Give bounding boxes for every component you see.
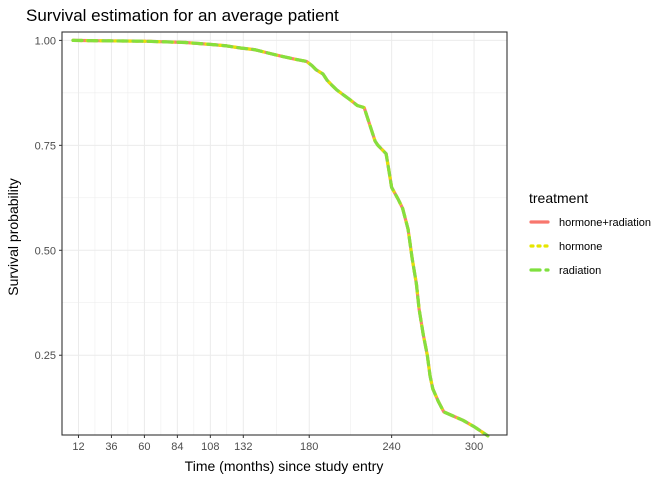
legend-label: hormone+radiation — [559, 217, 651, 229]
x-axis-title: Time (months) since study entry — [185, 458, 384, 474]
y-axis: 0.25 0.50 0.75 1.00 — [35, 35, 62, 362]
x-tick-label: 12 — [72, 441, 84, 453]
plot-panel — [61, 31, 508, 438]
legend-items: hormone+radiation hormone radiation — [529, 217, 651, 277]
y-tick-label: 0.50 — [35, 245, 56, 257]
x-tick-label: 36 — [105, 441, 117, 453]
legend: treatment hormone+radiation hormone radiat… — [529, 190, 651, 277]
x-tick-label: 240 — [382, 441, 400, 453]
x-tick-label: 132 — [234, 441, 252, 453]
minor-gridlines — [62, 32, 507, 435]
x-tick-label: 108 — [201, 441, 219, 453]
x-tick-label: 84 — [171, 441, 183, 453]
x-axis: 12 36 60 84 108 132 180 240 300 — [72, 435, 483, 453]
series-line-radiation — [71, 38, 490, 438]
y-tick-label: 1.00 — [35, 35, 56, 47]
y-axis-title: Survival probability — [5, 178, 21, 296]
x-tick-label: 60 — [138, 441, 150, 453]
panel-border — [61, 31, 508, 436]
x-tick-label: 180 — [300, 441, 318, 453]
panel-background — [62, 32, 507, 435]
y-tick-label: 0.75 — [35, 140, 56, 152]
x-tick-label: 300 — [465, 441, 483, 453]
series-lines — [71, 38, 490, 438]
legend-label: hormone — [559, 241, 602, 253]
legend-label: radiation — [559, 265, 601, 277]
legend-title: treatment — [529, 190, 588, 206]
y-tick-label: 0.25 — [35, 350, 56, 362]
chart-title: Survival estimation for an average patie… — [26, 6, 339, 25]
